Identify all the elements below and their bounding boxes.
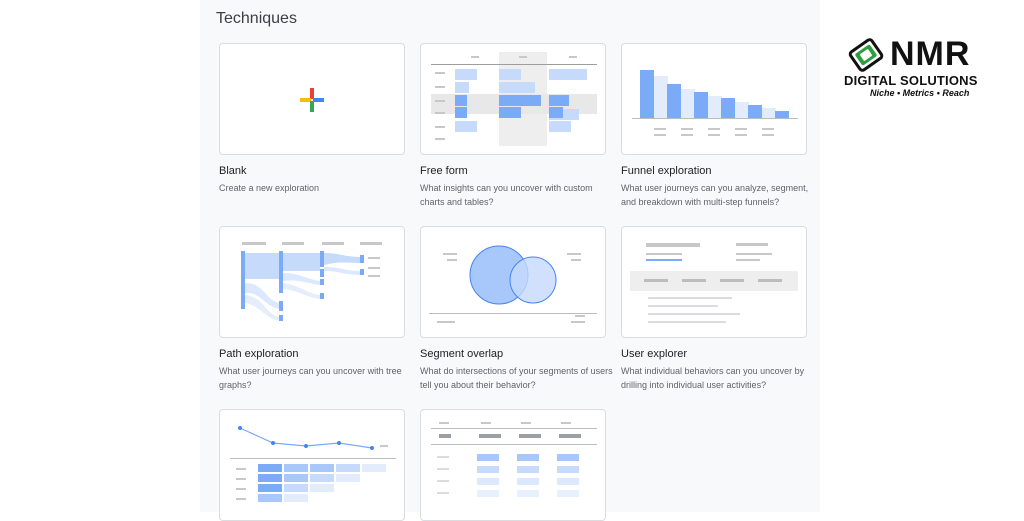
cohort-preview	[230, 426, 396, 502]
free-form-preview	[431, 52, 597, 146]
thumbnail-segment-overlap[interactable]	[420, 226, 606, 338]
card-description: Create a new exploration	[219, 183, 320, 193]
card-title: User explorer	[621, 348, 688, 360]
card-description: What do intersections of your segments o…	[420, 366, 613, 390]
card-title: Blank	[219, 165, 247, 177]
card-description: What individual behaviors can you uncove…	[621, 366, 805, 390]
card-title: Path exploration	[219, 348, 299, 360]
plus-icon	[300, 88, 324, 112]
thumbnail-user-explorer[interactable]	[621, 226, 807, 338]
logo-tagline: Niche • Metrics • Reach	[870, 88, 970, 98]
thumbnail-cohort[interactable]	[219, 409, 405, 521]
thumbnail-free-form[interactable]	[420, 43, 606, 155]
logo-subtitle: DIGITAL SOLUTIONS	[844, 73, 978, 88]
thumbnail-table[interactable]	[420, 409, 606, 521]
section-title: Techniques	[216, 10, 297, 27]
funnel-preview	[632, 70, 798, 136]
logo-name: NMR	[890, 35, 971, 73]
card-description: What user journeys can you uncover with …	[219, 366, 402, 390]
left-gutter	[0, 0, 200, 512]
path-preview	[241, 242, 382, 321]
card-title: Free form	[420, 165, 468, 177]
thumbnail-funnel[interactable]	[621, 43, 807, 155]
card-description: What insights can you uncover with custo…	[420, 183, 593, 207]
venn-preview	[429, 245, 597, 323]
logo-mark-icon	[848, 38, 884, 72]
card-title: Segment overlap	[420, 348, 504, 360]
user-explorer-preview	[630, 243, 798, 323]
card-description: What user journeys can you analyze, segm…	[621, 183, 809, 207]
nmr-logo: NMR DIGITAL SOLUTIONS Niche • Metrics • …	[842, 36, 992, 102]
card-title: Funnel exploration	[621, 165, 712, 177]
techniques-panel: Techniques Blank Create a new exploratio…	[200, 0, 820, 521]
thumbnail-blank[interactable]	[219, 43, 405, 155]
table-preview	[431, 422, 597, 497]
thumbnail-path[interactable]	[219, 226, 405, 338]
